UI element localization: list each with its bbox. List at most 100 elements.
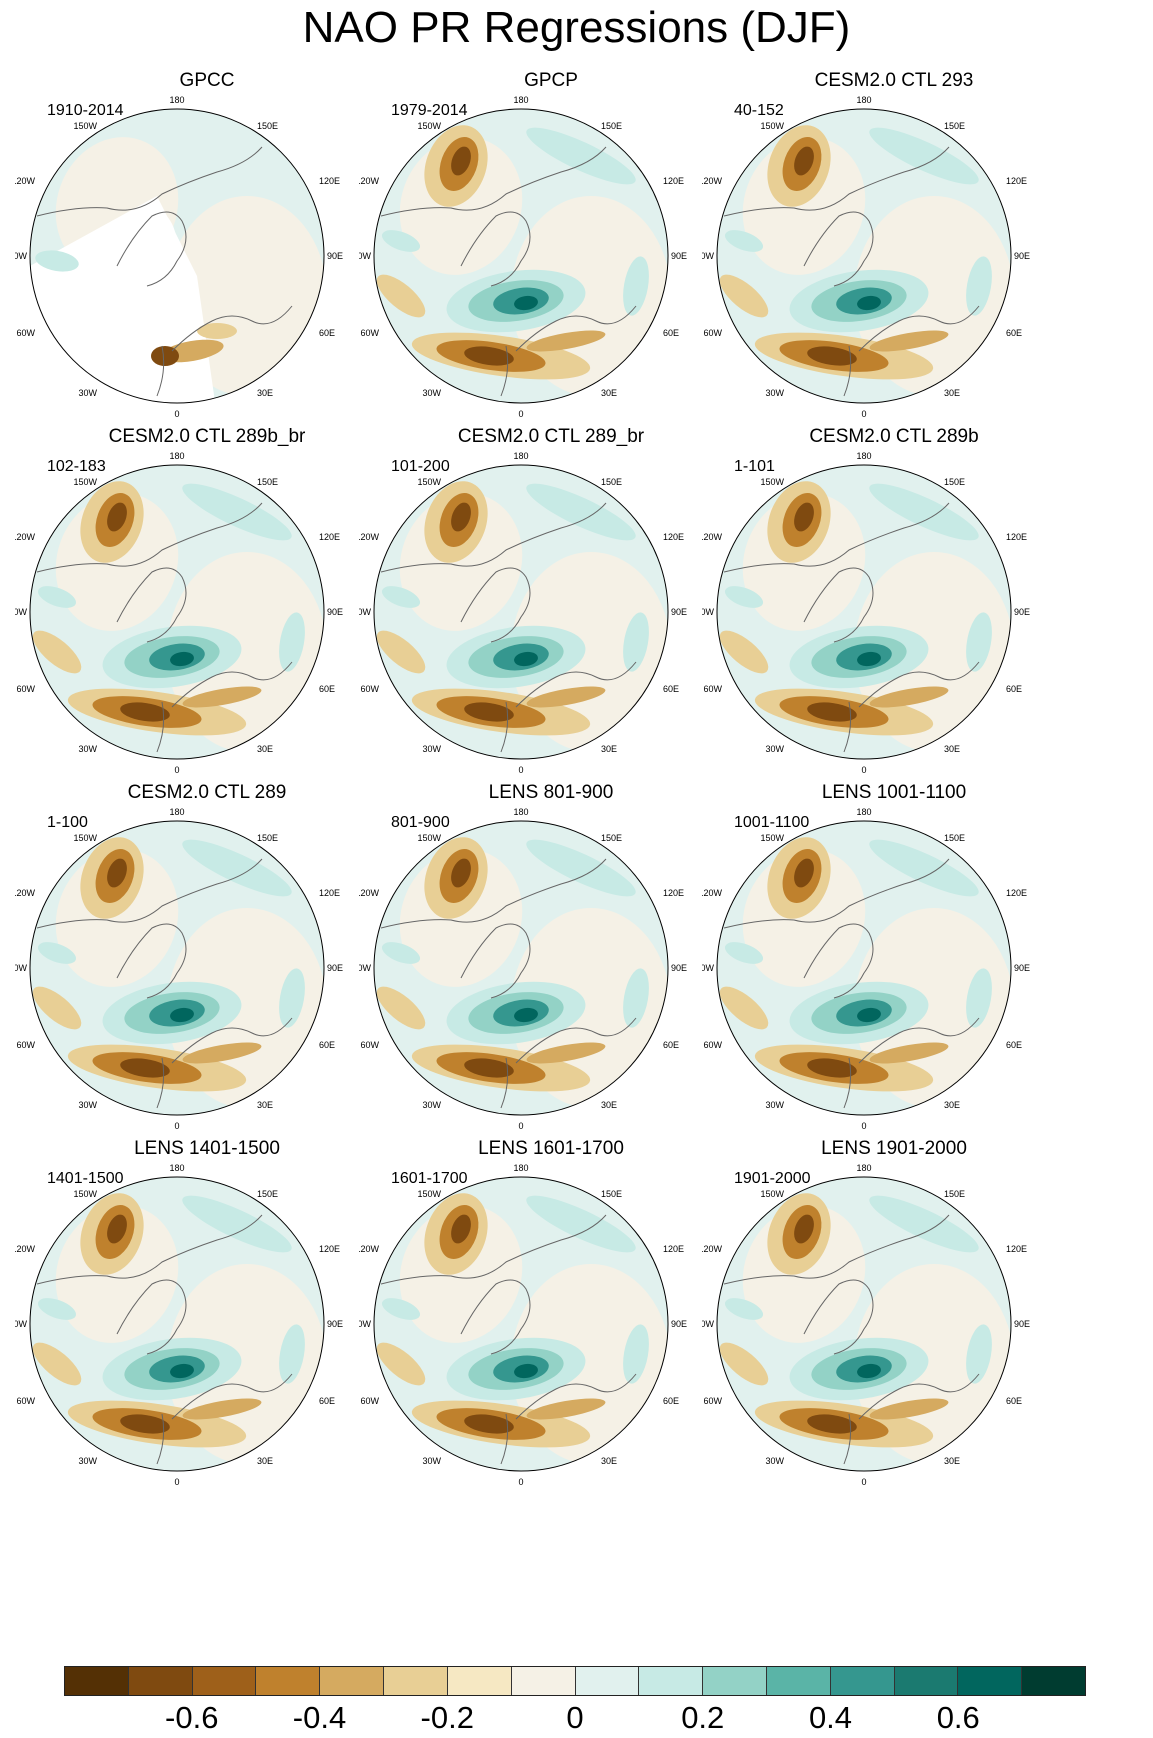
longitude-label: 90E	[671, 1319, 687, 1329]
dry-anomaly	[869, 686, 949, 708]
longitude-label: 0	[861, 1121, 866, 1131]
longitude-label: 90W	[359, 963, 371, 973]
dry-anomaly	[197, 323, 237, 339]
map-panel: 180 0 150W 120W 90W 60W 30W 150E 120E 90E 60E 30E CE…	[359, 426, 743, 821]
map-border	[373, 464, 669, 760]
field-layer	[374, 821, 668, 1115]
coastline	[380, 1214, 637, 1465]
wet-anomaly	[35, 250, 79, 272]
longitude-label: 30W	[765, 744, 784, 754]
dry-anomaly	[794, 858, 814, 888]
colorbar-swatch	[65, 1667, 129, 1695]
longitude-label: 60W	[16, 684, 35, 694]
map-border	[373, 820, 669, 1116]
wet-anomaly	[526, 483, 636, 541]
longitude-label: 180	[513, 95, 528, 105]
map-border	[716, 820, 1012, 1116]
longitude-label: 60E	[663, 1396, 679, 1406]
longitude-label: 180	[856, 807, 871, 817]
map-border	[716, 464, 1012, 760]
wet-anomaly	[37, 586, 77, 608]
coastline	[36, 502, 293, 753]
map-panel: 180 0 150W 120W 90W 60W 30W 150E 120E 90E 60E 30E CE…	[702, 426, 1086, 821]
colorbar-swatch	[511, 1667, 576, 1695]
wet-anomaly	[37, 1298, 77, 1320]
longitude-label: 60E	[319, 1396, 335, 1406]
longitude-label: 0	[518, 409, 523, 419]
field-layer	[717, 109, 1011, 403]
longitude-label: 150W	[417, 477, 441, 487]
colorbar	[64, 1666, 1086, 1696]
longitude-label: 90E	[327, 607, 343, 617]
longitude-label: 60W	[360, 1040, 379, 1050]
longitude-label: 120W	[359, 1244, 380, 1254]
masked-ocean	[117, 206, 177, 286]
wet-anomaly	[37, 942, 77, 964]
wet-anomaly	[857, 1363, 881, 1379]
longitude-label: 150W	[760, 1189, 784, 1199]
longitude-label: 30W	[422, 1100, 441, 1110]
longitude-label: 30E	[944, 1100, 960, 1110]
wet-anomaly	[514, 1007, 538, 1023]
colorbar-tick-label: 0.6	[936, 1700, 980, 1735]
field-layer	[30, 109, 324, 403]
longitude-label: 60E	[1006, 1040, 1022, 1050]
colorbar-swatch	[958, 1667, 1023, 1695]
longitude-label: 30E	[944, 388, 960, 398]
longitude-label: 120E	[319, 1244, 340, 1254]
longitude-label: 180	[513, 1163, 528, 1173]
longitude-label: 120E	[663, 176, 684, 186]
wet-anomaly	[381, 586, 421, 608]
dry-anomaly	[526, 686, 606, 708]
longitude-label: 30W	[78, 744, 97, 754]
colorbar-swatch	[447, 1667, 512, 1695]
colorbar-tick-label: 0.2	[681, 1700, 725, 1735]
wet-anomaly	[182, 1195, 292, 1253]
polar-map: 180 0 150W 120W 90W 60W 30W 150E 120E 90E 60E 30E	[702, 807, 1030, 1131]
longitude-label: 0	[518, 765, 523, 775]
longitude-label: 60E	[663, 1040, 679, 1050]
longitude-label: 30E	[601, 744, 617, 754]
longitude-label: 60W	[16, 1396, 35, 1406]
longitude-label: 150E	[601, 121, 622, 131]
wet-anomaly	[966, 256, 992, 316]
map-panel: 180 0 150W 120W 90W 60W 30W 150E 120E 90E 60E 30E GP…	[15, 70, 399, 465]
longitude-label: 150W	[73, 833, 97, 843]
longitude-label: 90W	[702, 963, 714, 973]
polar-map: 180 0 150W 120W 90W 60W 30W 150E 120E 90E 60E 30E	[15, 95, 343, 419]
map-panel: 180 0 150W 120W 90W 60W 30W 150E 120E 90E 60E 30E CE…	[702, 70, 1086, 465]
colorbar-swatch	[830, 1667, 895, 1695]
longitude-label: 150W	[417, 121, 441, 131]
panel-title: LENS 1901-2000	[821, 1138, 967, 1159]
longitude-label: 120E	[319, 532, 340, 542]
dry-anomaly	[120, 1414, 170, 1434]
longitude-label: 30W	[422, 1456, 441, 1466]
longitude-label: 60W	[703, 1040, 722, 1050]
longitude-label: 120W	[702, 176, 723, 186]
map-panel: 180 0 150W 120W 90W 60W 30W 150E 120E 90E 60E 30E LE…	[359, 782, 743, 1177]
colorbar-swatch	[639, 1667, 704, 1695]
longitude-label: 60E	[319, 328, 335, 338]
colorbar-tick-label: -0.2	[420, 1700, 474, 1735]
longitude-label: 0	[174, 765, 179, 775]
dry-anomaly	[719, 986, 769, 1030]
field-layer	[717, 465, 1011, 759]
dry-anomaly	[807, 702, 857, 722]
longitude-label: 90W	[359, 1319, 371, 1329]
map-border	[29, 820, 325, 1116]
longitude-label: 30E	[257, 388, 273, 398]
dry-anomaly	[451, 858, 471, 888]
longitude-label: 150W	[73, 477, 97, 487]
dry-anomaly	[451, 1214, 471, 1244]
wet-anomaly	[724, 942, 764, 964]
field-layer	[30, 821, 324, 1115]
longitude-label: 30E	[601, 1100, 617, 1110]
polar-map: 180 0 150W 120W 90W 60W 30W 150E 120E 90E 60E 30E	[702, 95, 1030, 419]
map-panel: 180 0 150W 120W 90W 60W 30W 150E 120E 90E 60E 30E GP…	[359, 70, 743, 465]
wet-anomaly	[381, 942, 421, 964]
longitude-label: 0	[861, 409, 866, 419]
longitude-label: 90E	[1014, 251, 1030, 261]
dry-anomaly	[120, 1058, 170, 1078]
panel-year-range: 1601-1700	[391, 1170, 468, 1187]
longitude-label: 150W	[760, 477, 784, 487]
